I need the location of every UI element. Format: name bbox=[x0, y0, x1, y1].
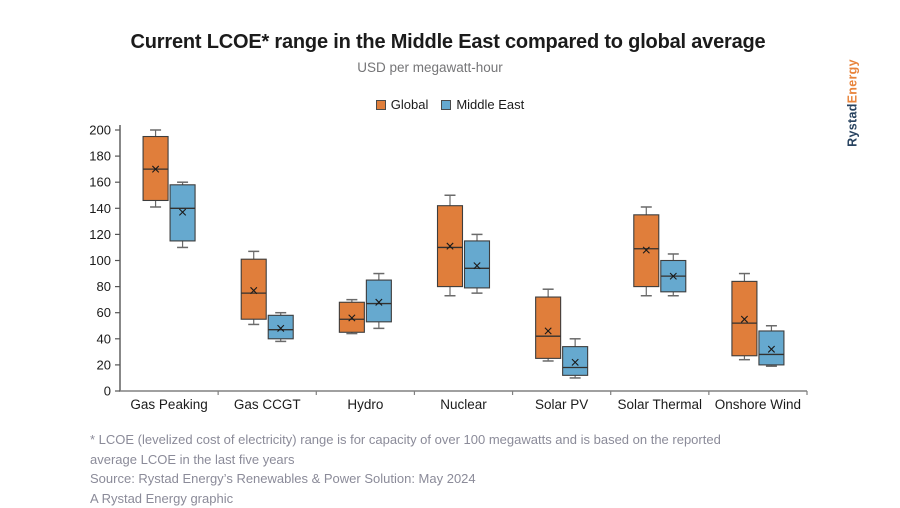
box-global-gas-ccgt bbox=[241, 251, 266, 324]
box-middle-east-solar-thermal bbox=[661, 254, 686, 296]
x-category-label-gas-ccgt: Gas CCGT bbox=[234, 397, 301, 412]
y-tick-label: 60 bbox=[97, 305, 111, 320]
y-tick-label: 200 bbox=[89, 123, 111, 138]
logo-text-rystad: Rystad bbox=[846, 103, 860, 146]
box-middle-east-gas-peaking bbox=[170, 182, 195, 247]
box-middle-east-gas-ccgt bbox=[268, 313, 293, 342]
box-global-hydro bbox=[339, 300, 364, 334]
box-global-gas-peaking bbox=[143, 130, 168, 207]
footnote-line-3: Source: Rystad Energy’s Renewables & Pow… bbox=[90, 469, 830, 489]
box-middle-east-nuclear bbox=[465, 234, 490, 293]
footnote-line-2: average LCOE in the last five years bbox=[90, 450, 830, 470]
x-category-label-onshore-wind: Onshore Wind bbox=[715, 397, 801, 412]
x-category-label-solar-pv: Solar PV bbox=[535, 397, 588, 412]
y-tick-label: 40 bbox=[97, 331, 111, 346]
y-tick-label: 160 bbox=[89, 175, 111, 190]
x-category-label-nuclear: Nuclear bbox=[440, 397, 487, 412]
box-middle-east-hydro bbox=[366, 274, 391, 329]
footnote-line-4: A Rystad Energy graphic bbox=[90, 489, 830, 508]
x-category-label-hydro: Hydro bbox=[347, 397, 383, 412]
box-global-nuclear bbox=[438, 195, 463, 295]
y-tick-label: 0 bbox=[104, 384, 111, 399]
footnotes: * LCOE (levelized cost of electricity) r… bbox=[90, 430, 830, 508]
y-tick-label: 140 bbox=[89, 201, 111, 216]
y-tick-label: 180 bbox=[89, 149, 111, 164]
y-tick-label: 120 bbox=[89, 227, 111, 242]
box-global-solar-thermal bbox=[634, 207, 659, 296]
y-tick-label: 100 bbox=[89, 253, 111, 268]
box-global-onshore-wind bbox=[732, 274, 757, 360]
x-category-label-gas-peaking: Gas Peaking bbox=[130, 397, 207, 412]
box-middle-east-onshore-wind bbox=[759, 326, 784, 366]
rystad-energy-logo: RystadEnergy bbox=[846, 46, 862, 161]
y-tick-label: 20 bbox=[97, 357, 111, 372]
box-global-solar-pv bbox=[536, 289, 561, 361]
box-middle-east-solar-pv bbox=[563, 339, 588, 378]
logo-text-energy: Energy bbox=[846, 59, 860, 103]
x-category-label-solar-thermal: Solar Thermal bbox=[618, 397, 703, 412]
footnote-line-1: * LCOE (levelized cost of electricity) r… bbox=[90, 430, 830, 450]
y-tick-label: 80 bbox=[97, 279, 111, 294]
